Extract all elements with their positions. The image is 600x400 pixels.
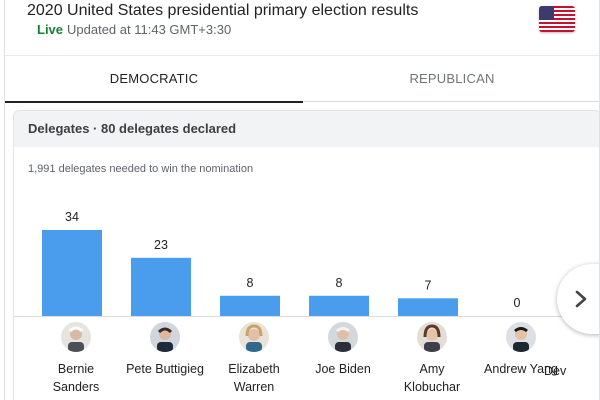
avatar: [239, 322, 269, 352]
updated-timestamp: Updated at 11:43 GMT+3:30: [67, 22, 232, 37]
candidate-elizabeth-warren[interactable]: Elizabeth Warren: [206, 322, 302, 396]
candidate-name: Pete Buttigieg: [126, 362, 204, 376]
bar-elizabeth-warren[interactable]: [220, 295, 280, 316]
live-status: Live Updated at 11:43 GMT+3:30: [37, 22, 231, 37]
bar-value-label: 23: [154, 238, 168, 252]
panel-subtitle: 1,991 delegates needed to win the nomina…: [28, 163, 254, 175]
avatar: [328, 322, 358, 352]
candidate-joe-biden[interactable]: Joe Biden: [295, 322, 391, 378]
delegates-bar-chart: 34 23 8 8 7 0: [42, 210, 521, 316]
avatar: [506, 322, 536, 352]
chart-baseline: [14, 316, 599, 317]
bar-value-label: 7: [425, 278, 432, 292]
candidate-andrew-yang[interactable]: Andrew Yang: [473, 322, 569, 378]
panel-header: Delegates · 80 delegates declared: [14, 111, 599, 147]
candidate-name: Bernie Sanders: [52, 362, 100, 394]
tab-democratic[interactable]: DEMOCRATIC: [5, 56, 303, 103]
election-results-card: 2020 United States presidential primary …: [4, 0, 600, 400]
live-badge: Live: [37, 22, 64, 37]
avatar: [150, 322, 180, 352]
bar-value-label: 8: [336, 276, 343, 290]
tab-republican[interactable]: REPUBLICAN: [409, 71, 495, 86]
bar-value-label: 34: [65, 210, 79, 224]
bar-value-label: 0: [514, 296, 521, 310]
bar-pete-buttigieg[interactable]: [131, 257, 191, 316]
bar-bernie-sanders[interactable]: [42, 230, 102, 316]
avatar: [417, 322, 447, 352]
chevron-right-icon: [575, 290, 587, 308]
candidate-name: Elizabeth Warren: [228, 362, 280, 394]
candidate-name: Andrew Yang: [484, 362, 558, 376]
candidate-name: Joe Biden: [315, 362, 371, 376]
us-flag-icon: [539, 6, 575, 32]
candidate-pete-buttigieg[interactable]: Pete Buttigieg: [117, 322, 213, 378]
bar-amy-klobuchar[interactable]: [398, 298, 458, 316]
bar-joe-biden[interactable]: [309, 295, 369, 316]
panel-title: Delegates · 80 delegates declared: [28, 121, 237, 136]
card-header: 2020 United States presidential primary …: [5, 0, 599, 56]
candidate-amy-klobuchar[interactable]: Amy Klobuchar: [384, 322, 480, 396]
candidate-name: Dev: [544, 364, 567, 378]
delegates-panel: Delegates · 80 delegates declared 1,991 …: [13, 110, 599, 400]
candidate-name: Amy Klobuchar: [403, 362, 461, 394]
page-title: 2020 United States presidential primary …: [27, 2, 419, 19]
candidate-bernie-sanders[interactable]: Bernie Sanders: [28, 322, 124, 396]
bar-value-label: 8: [247, 276, 254, 290]
party-tabs: DEMOCRATIC REPUBLICAN: [5, 56, 599, 103]
avatar: [61, 322, 91, 352]
candidate-dev-partial[interactable]: Dev: [544, 362, 599, 380]
